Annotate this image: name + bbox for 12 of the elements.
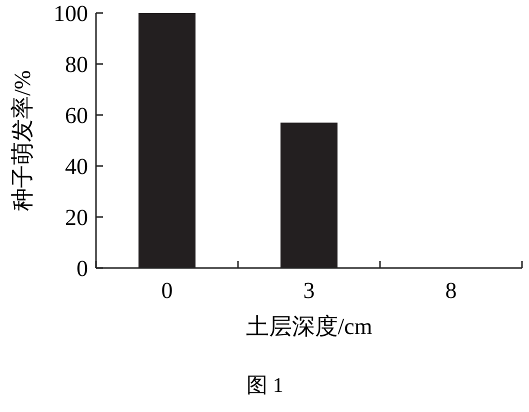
- y-tick-label: 20: [65, 205, 88, 230]
- y-tick-label: 40: [65, 154, 88, 179]
- x-tick-label: 0: [161, 278, 173, 303]
- x-axis-title: 土层深度/cm: [246, 314, 372, 339]
- y-tick-label: 100: [54, 1, 88, 26]
- x-tick-label: 3: [303, 278, 315, 303]
- y-axis-title: 种子萌发率/%: [10, 70, 35, 211]
- caption: 图 1: [246, 373, 284, 397]
- y-tick-label: 80: [65, 52, 88, 77]
- y-tick-label: 0: [76, 256, 88, 281]
- y-tick-label: 60: [65, 103, 88, 128]
- x-tick-label: 8: [445, 278, 457, 303]
